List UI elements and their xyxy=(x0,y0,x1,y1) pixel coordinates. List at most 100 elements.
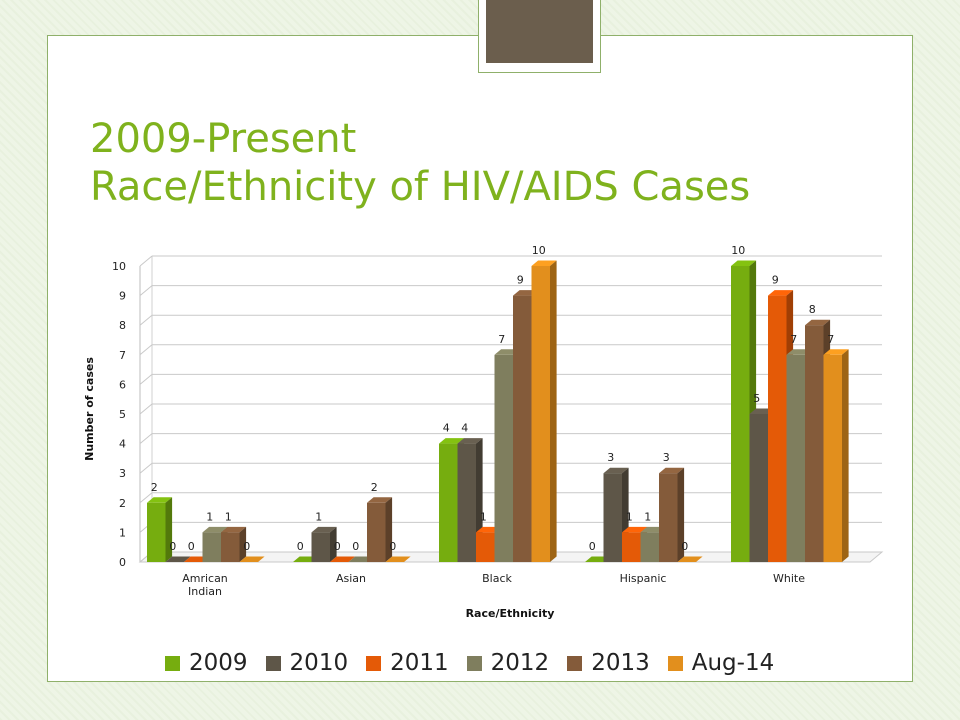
gridline-side-4 xyxy=(139,433,153,444)
bar-3-1 xyxy=(603,473,622,562)
gridline-side-2 xyxy=(139,492,153,504)
gridline-side-8 xyxy=(139,314,153,326)
bar-top-0-0 xyxy=(147,497,173,503)
bar-2-0 xyxy=(439,443,458,562)
bar-2-4 xyxy=(513,295,532,562)
bar-flat-0-5 xyxy=(239,556,265,562)
data-label-2-0: 4 xyxy=(443,422,450,435)
y-tick-label-5: 5 xyxy=(119,408,126,421)
data-label-3-3: 1 xyxy=(644,510,651,523)
data-label-0-3: 1 xyxy=(206,510,213,523)
bar-1-4 xyxy=(367,502,386,562)
data-label-1-2: 0 xyxy=(334,540,341,553)
bar-flat-3-5 xyxy=(677,556,703,562)
legend-label-4: 2013 xyxy=(591,650,650,676)
decorative-tab-inner xyxy=(486,0,593,63)
bar-4-3 xyxy=(786,354,805,562)
bar-side-2-5 xyxy=(550,260,557,562)
slide-title-line-2: Race/Ethnicity of HIV/AIDS Cases xyxy=(90,164,751,210)
data-label-2-3: 7 xyxy=(498,333,505,346)
data-label-4-0: 10 xyxy=(731,244,745,257)
bar-top-4-0 xyxy=(731,260,757,266)
y-tick-label-2: 2 xyxy=(119,497,126,510)
gridline-side-6 xyxy=(139,374,153,385)
gridline-side-3 xyxy=(139,462,153,474)
bar-top-2-0 xyxy=(439,438,465,444)
data-label-1-1: 1 xyxy=(315,510,322,523)
legend-label-1: 2010 xyxy=(289,650,349,676)
y-tick-label-10: 10 xyxy=(112,260,126,273)
data-label-4-5: 7 xyxy=(827,333,834,346)
data-label-2-5: 10 xyxy=(532,244,546,257)
legend-swatch-2 xyxy=(366,655,382,671)
data-label-1-5: 0 xyxy=(389,540,396,553)
y-tick-label-9: 9 xyxy=(119,290,126,303)
legend-item-1: 2010 xyxy=(265,650,349,676)
bar-2-1 xyxy=(457,443,476,562)
slide-title: 2009-Present Race/Ethnicity of HIV/AIDS … xyxy=(90,115,890,211)
bar-flat-0-1 xyxy=(165,556,191,562)
data-label-4-3: 7 xyxy=(790,333,797,346)
data-label-3-1: 3 xyxy=(607,451,614,464)
legend-swatch-4 xyxy=(567,655,583,671)
legend-item-5: Aug-14 xyxy=(667,650,774,676)
bar-top-2-1 xyxy=(457,438,483,444)
bar-side-1-4 xyxy=(385,497,393,562)
data-label-1-3: 0 xyxy=(352,540,359,553)
gridline-side-9 xyxy=(139,285,153,296)
legend-swatch-1 xyxy=(265,655,281,671)
bar-side-0-0 xyxy=(165,497,173,562)
data-label-1-4: 2 xyxy=(371,481,378,494)
slide-title-line-1: 2009-Present xyxy=(90,116,357,162)
data-label-3-5: 0 xyxy=(681,540,688,553)
bar-top-4-2 xyxy=(768,290,794,296)
data-label-2-4: 9 xyxy=(517,274,524,287)
y-axis-label: Number of cases xyxy=(83,357,96,461)
legend-swatch-5 xyxy=(667,655,683,671)
gridline-side-7 xyxy=(139,344,153,356)
data-label-0-4: 1 xyxy=(225,510,232,523)
data-label-0-1: 0 xyxy=(169,540,176,553)
bar-side-1-1 xyxy=(330,526,337,562)
y-tick-label-8: 8 xyxy=(119,319,126,332)
bar-top-3-4 xyxy=(659,467,685,474)
bar-top-2-5 xyxy=(531,260,557,266)
bar-side-0-4 xyxy=(239,526,247,562)
bar-flat-1-5 xyxy=(385,556,411,562)
data-label-3-4: 3 xyxy=(663,451,670,464)
bar-4-5 xyxy=(823,354,842,562)
x-axis-label: Race/Ethnicity xyxy=(466,607,555,620)
bar-0-3 xyxy=(202,532,221,562)
gridline-side-10 xyxy=(139,255,153,267)
legend-label-0: 2009 xyxy=(189,650,248,676)
legend-item-2: 2011 xyxy=(366,650,449,676)
bar-flat-1-2 xyxy=(330,556,356,562)
bar-top-0-3 xyxy=(202,526,228,533)
bar-1-1 xyxy=(311,532,330,562)
bar-4-2 xyxy=(768,295,787,562)
legend-swatch-3 xyxy=(466,655,482,671)
bar-top-4-5 xyxy=(823,349,849,355)
bar-4-0 xyxy=(731,266,750,562)
bar-top-1-1 xyxy=(311,526,337,533)
data-label-0-5: 0 xyxy=(243,540,250,553)
data-label-0-0: 2 xyxy=(151,481,158,494)
data-label-1-0: 0 xyxy=(297,540,304,553)
category-label-4-line-0: White xyxy=(773,572,805,585)
y-tick-label-6: 6 xyxy=(119,378,126,391)
legend-item-0: 2009 xyxy=(165,650,248,676)
data-label-4-4: 8 xyxy=(809,303,816,316)
data-label-0-2: 0 xyxy=(188,540,195,553)
chart-legend: 2009 2010 2011 2012 2013 Aug-14 xyxy=(165,648,792,678)
category-label-0-line-1: Indian xyxy=(188,585,222,598)
legend-swatch-0 xyxy=(165,655,180,671)
bar-0-4 xyxy=(221,532,240,562)
category-label-2-line-0: Black xyxy=(482,572,512,585)
legend-item-4: 2013 xyxy=(567,650,650,676)
bar-3-4 xyxy=(659,473,678,562)
y-tick-label-0: 0 xyxy=(119,556,126,569)
bar-side-3-4 xyxy=(677,467,685,562)
data-label-3-2: 1 xyxy=(626,510,633,523)
bar-top-0-4 xyxy=(221,526,247,533)
